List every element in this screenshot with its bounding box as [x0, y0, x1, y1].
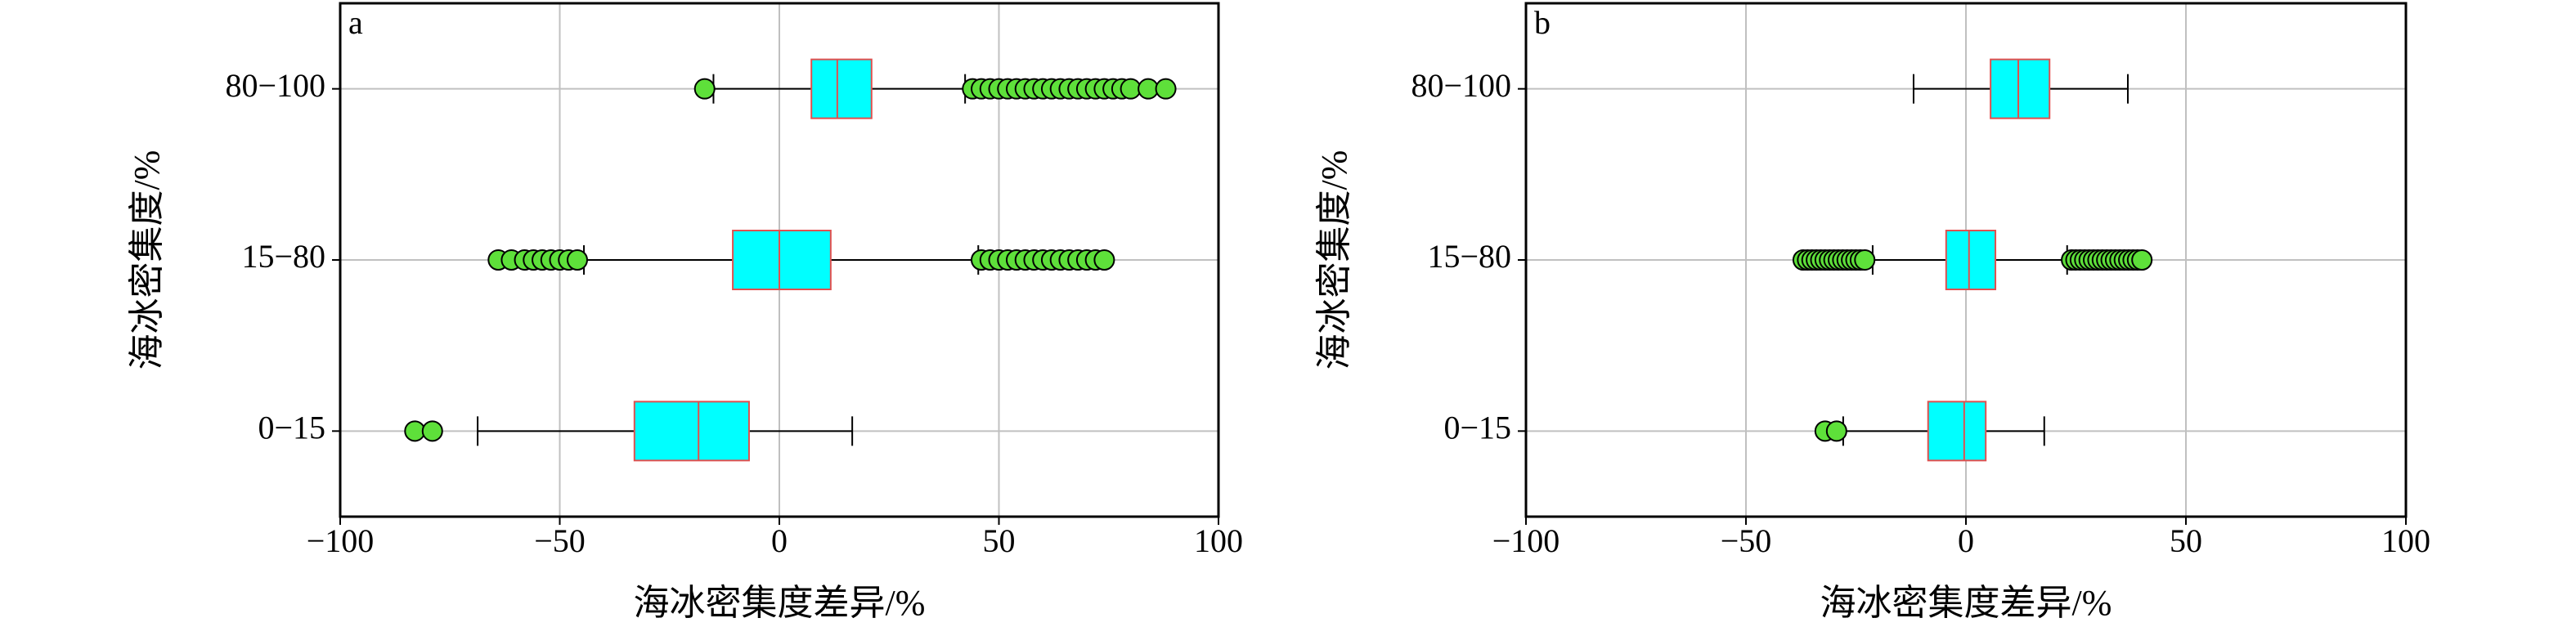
- box: [732, 230, 832, 290]
- y-tick-label: 80−100: [1411, 67, 1511, 104]
- y-tick-label: 80−100: [225, 67, 325, 104]
- outlier: [566, 249, 588, 271]
- outlier: [1825, 420, 1847, 442]
- panel-label: b: [1534, 4, 1551, 41]
- y-axis-label: 海冰密集度/%: [127, 150, 167, 370]
- y-tick-label: 0−15: [258, 410, 325, 446]
- box: [633, 401, 750, 462]
- x-tick-label: 50: [2170, 522, 2202, 559]
- x-tick-label: 0: [771, 522, 788, 559]
- panel: −100 −50 0 50 100 0−15 15−80 80−100 b 海冰密集度差异/% 海冰…: [1314, 2, 2430, 623]
- x-axis-label: 海冰密集度差异/%: [1820, 583, 2112, 623]
- y-tick-label: 15−80: [241, 238, 325, 275]
- x-tick-label: 50: [983, 522, 1016, 559]
- x-tick-label: −100: [307, 522, 375, 559]
- plot-frame: [339, 2, 1220, 518]
- x-tick-label: 0: [1958, 522, 1974, 559]
- x-tick-label: 100: [1194, 522, 1243, 559]
- y-tick-label: 15−80: [1427, 238, 1511, 275]
- outlier: [1138, 78, 1160, 100]
- x-tick-label: −50: [534, 522, 586, 559]
- x-tick-label: −100: [1492, 522, 1560, 559]
- box: [1945, 230, 1997, 290]
- x-axis-label: 海冰密集度差异/%: [634, 583, 926, 623]
- box: [1990, 58, 2051, 119]
- box: [810, 58, 873, 119]
- plot-frame: [1524, 2, 2408, 518]
- outlier: [1120, 78, 1142, 100]
- outlier: [1854, 249, 1876, 271]
- outlier: [1093, 249, 1115, 271]
- outlier: [404, 420, 426, 442]
- x-tick-label: 100: [2381, 522, 2430, 559]
- outlier: [421, 420, 443, 442]
- panel-label: a: [348, 4, 363, 41]
- outlier: [1155, 78, 1177, 100]
- outlier: [693, 78, 716, 100]
- x-tick-label: −50: [1721, 522, 1772, 559]
- y-tick-label: 0−15: [1443, 410, 1511, 446]
- y-axis-label: 海冰密集度/%: [1314, 150, 1354, 370]
- outlier: [2131, 249, 2153, 271]
- box: [1927, 401, 1987, 462]
- panel: −100 −50 0 50 100 0−15 15−80 80−100 a 海冰密集度差异/% 海冰…: [127, 2, 1243, 623]
